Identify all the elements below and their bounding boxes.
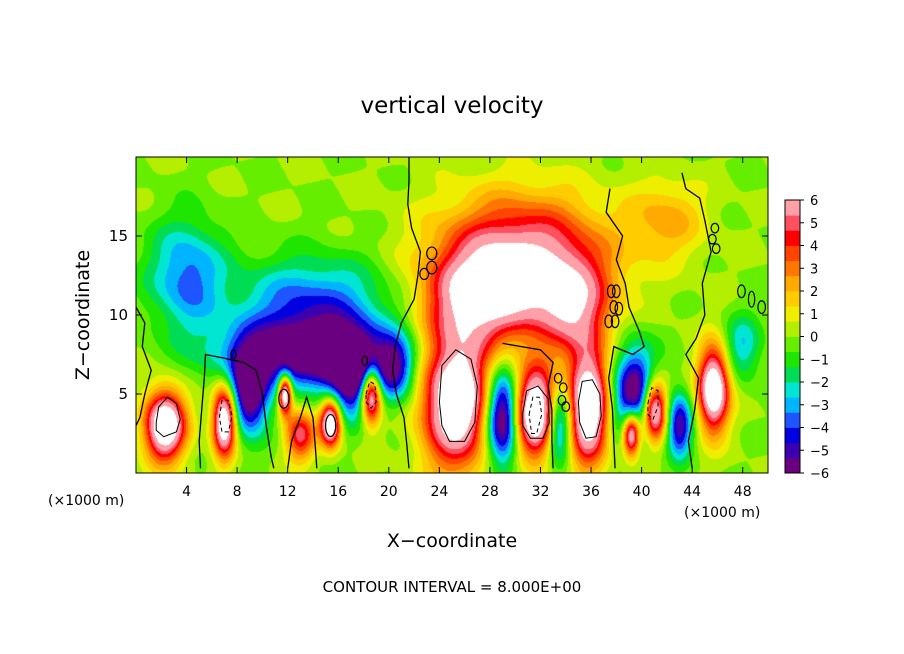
colorbar-swatch	[785, 245, 800, 262]
x-tick-label: 48	[734, 484, 752, 500]
x-tick-label: 32	[532, 484, 550, 500]
colorbar-swatch	[785, 230, 800, 246]
x-tick-label: 28	[481, 484, 499, 500]
x-tick-label: 44	[683, 484, 701, 500]
x-tick-label: 12	[279, 484, 297, 500]
contour-loop	[426, 246, 438, 261]
colorbar-label: 0	[810, 331, 818, 346]
positive-contour	[577, 379, 602, 439]
zero-contour	[681, 172, 712, 469]
colorbar-swatch	[785, 351, 800, 368]
colorbar-label: 1	[810, 308, 818, 323]
x-tick-label: 20	[380, 484, 398, 500]
x-axis-label: X−coordinate	[387, 530, 517, 552]
colorbar-label: −4	[810, 422, 829, 437]
contour-loop	[711, 243, 721, 254]
zero-contour	[502, 342, 554, 469]
y-axis-ticks: 5 10 15	[109, 227, 768, 403]
colorbar-label: 4	[810, 240, 818, 255]
negative-contour	[365, 380, 377, 409]
x-unit-right: (×1000 m)	[684, 505, 760, 521]
colorbar-label: −2	[810, 376, 829, 391]
colorbar-label: 5	[810, 217, 818, 232]
zero-contour	[287, 395, 318, 469]
contour-lines	[135, 157, 767, 469]
y-tick-label: 15	[109, 227, 128, 245]
x-tick-label: 16	[329, 484, 347, 500]
negative-contour	[647, 386, 659, 421]
plot-area	[135, 157, 768, 473]
contour-loop	[609, 300, 619, 315]
zero-contour	[605, 188, 645, 469]
colorbar-label: −6	[810, 467, 829, 482]
contour-loop	[419, 267, 430, 281]
contour-loop	[278, 388, 290, 409]
colorbar-label: 3	[810, 262, 818, 277]
colorbar: 6 5 4 3 2 1 0 −1 −2 −3 −4 −5 −6	[784, 194, 829, 482]
contour-loop	[614, 301, 624, 316]
x-tick-label: 40	[633, 484, 651, 500]
x-tick-label: 4	[182, 484, 191, 500]
contour-loop	[747, 290, 756, 308]
contour-loop	[757, 300, 767, 315]
colorbar-label: −3	[810, 399, 829, 414]
chart-title: vertical velocity	[361, 93, 544, 119]
y-axis-label: Z−coordinate	[72, 250, 94, 380]
colorbar-swatch	[785, 382, 800, 398]
x-tick-label: 36	[582, 484, 600, 500]
contour-interval-note: CONTOUR INTERVAL = 8.000E+00	[323, 578, 582, 596]
colorbar-label: −1	[810, 353, 829, 368]
colorbar-swatch	[785, 442, 800, 459]
positive-contour	[438, 349, 478, 442]
colorbar-label: 2	[810, 285, 818, 300]
colorbar-label: −5	[810, 444, 829, 459]
contour-loop	[606, 284, 616, 299]
y-tick-label: 5	[118, 385, 128, 403]
contour-loop	[604, 314, 614, 329]
colorbar-swatch	[785, 366, 800, 383]
x-axis-ticks: 4 8 12 16 20 24 28 32 36 40 44 48	[182, 157, 752, 500]
contour-loop	[610, 314, 620, 329]
y-tick-label: 10	[109, 306, 128, 324]
zero-contour	[135, 306, 152, 426]
zero-contour	[391, 157, 422, 469]
x-tick-label: 24	[430, 484, 448, 500]
contour-loop	[325, 413, 337, 438]
velocity-field	[136, 157, 768, 473]
contour-loop	[426, 260, 438, 275]
contour-loop	[558, 382, 568, 394]
contour-loop	[561, 401, 571, 412]
contour-loop	[361, 355, 368, 367]
colorbar-swatch	[785, 321, 800, 337]
x-tick-label: 8	[233, 484, 242, 500]
x-unit-left: (×1000 m)	[48, 493, 124, 509]
contour-loop	[707, 233, 717, 245]
colorbar-swatch	[785, 200, 800, 216]
colorbar-swatch	[785, 336, 800, 353]
colorbar-swatch	[785, 306, 800, 322]
contour-loop	[710, 222, 720, 234]
colorbar-label: 6	[810, 194, 818, 209]
colorbar-swatch	[785, 215, 800, 231]
colorbar-swatch	[785, 275, 800, 292]
negative-contour	[218, 399, 233, 433]
zero-contour	[198, 353, 275, 469]
colorbar-swatch	[785, 457, 800, 474]
contour-loop	[553, 372, 563, 384]
negative-contour	[528, 396, 543, 434]
colorbar-swatch	[785, 427, 800, 444]
positive-contour	[522, 385, 550, 439]
contour-loop	[230, 349, 237, 360]
contour-loop	[737, 284, 746, 299]
contour-loop	[611, 284, 621, 299]
colorbar-swatch	[785, 260, 800, 277]
colorbar-swatch	[785, 412, 800, 428]
colorbar-swatch	[785, 397, 800, 413]
positive-contour	[155, 396, 181, 438]
colorbar-swatch	[785, 291, 800, 307]
